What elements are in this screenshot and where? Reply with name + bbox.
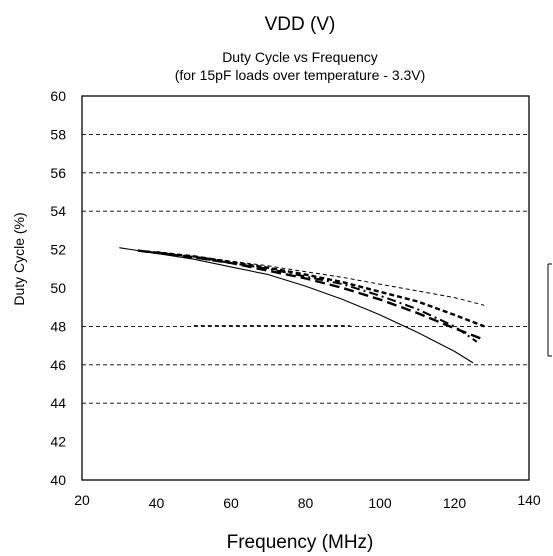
y-tick-label: 40 bbox=[50, 472, 66, 488]
y-tick-label: 56 bbox=[50, 165, 66, 181]
y-axis-ticks: 40 42 44 46 48 50 52 54 56 58 60 bbox=[50, 88, 66, 488]
x-tick-label: 140 bbox=[517, 492, 541, 508]
chart-header: VDD (V) bbox=[265, 14, 336, 35]
y-tick-label: 58 bbox=[50, 126, 66, 142]
y-tick-label: 54 bbox=[50, 203, 66, 219]
grid-lines bbox=[82, 133, 529, 404]
y-tick-label: 42 bbox=[50, 434, 66, 450]
x-axis-ticks: 20 40 60 80 100 120 140 bbox=[74, 492, 541, 511]
chart-title: Duty Cycle vs Frequency bbox=[222, 49, 378, 65]
y-tick-label: 50 bbox=[50, 280, 66, 296]
series-lines bbox=[119, 247, 485, 364]
plot-area-border bbox=[81, 95, 530, 481]
x-tick-label: 80 bbox=[298, 495, 314, 511]
legend-box-edge bbox=[547, 263, 552, 357]
x-tick-label: 120 bbox=[443, 495, 467, 511]
series-line-5 bbox=[156, 251, 485, 306]
y-axis-label: Duty Cycle (%) bbox=[11, 212, 27, 305]
x-tick-label: 20 bbox=[74, 492, 90, 508]
x-tick-label: 60 bbox=[223, 495, 239, 511]
x-axis-label: Frequency (MHz) bbox=[227, 532, 374, 553]
series-line-3 bbox=[145, 250, 478, 343]
y-tick-label: 52 bbox=[50, 242, 66, 258]
x-tick-label: 40 bbox=[149, 495, 165, 511]
series-line-1 bbox=[119, 247, 474, 364]
chart-subtitle: (for 15pF loads over temperature - 3.3V) bbox=[175, 67, 426, 83]
y-tick-label: 44 bbox=[50, 395, 66, 411]
y-tick-label: 48 bbox=[50, 318, 66, 334]
y-tick-label: 46 bbox=[50, 357, 66, 373]
x-tick-label: 100 bbox=[368, 495, 392, 511]
y-tick-label: 60 bbox=[50, 88, 66, 104]
